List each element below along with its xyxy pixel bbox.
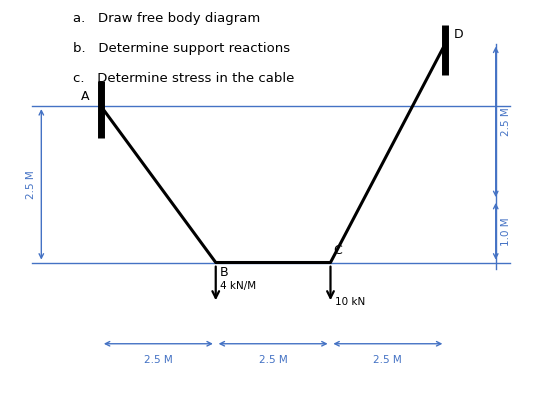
Text: D: D xyxy=(454,28,463,41)
Text: 2.5 M: 2.5 M xyxy=(144,355,172,365)
Text: 2.5 M: 2.5 M xyxy=(374,355,402,365)
Text: 1.0 M: 1.0 M xyxy=(501,217,511,246)
Text: 2.5 M: 2.5 M xyxy=(501,108,511,136)
Text: c.   Determine stress in the cable: c. Determine stress in the cable xyxy=(73,72,294,85)
Text: A: A xyxy=(81,90,90,103)
Text: a.   Draw free body diagram: a. Draw free body diagram xyxy=(73,12,260,25)
Text: b.   Determine support reactions: b. Determine support reactions xyxy=(73,42,290,55)
Text: 4 kN/M: 4 kN/M xyxy=(220,281,256,291)
Text: 2.5 M: 2.5 M xyxy=(259,355,287,365)
Text: B: B xyxy=(220,266,228,279)
Text: 10 kN: 10 kN xyxy=(335,297,365,307)
Text: C: C xyxy=(333,244,342,258)
Text: 2.5 M: 2.5 M xyxy=(26,170,36,199)
